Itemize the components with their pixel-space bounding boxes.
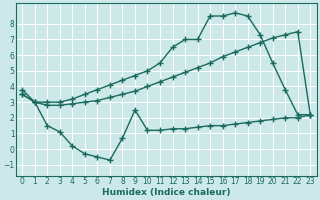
X-axis label: Humidex (Indice chaleur): Humidex (Indice chaleur)	[102, 188, 230, 197]
